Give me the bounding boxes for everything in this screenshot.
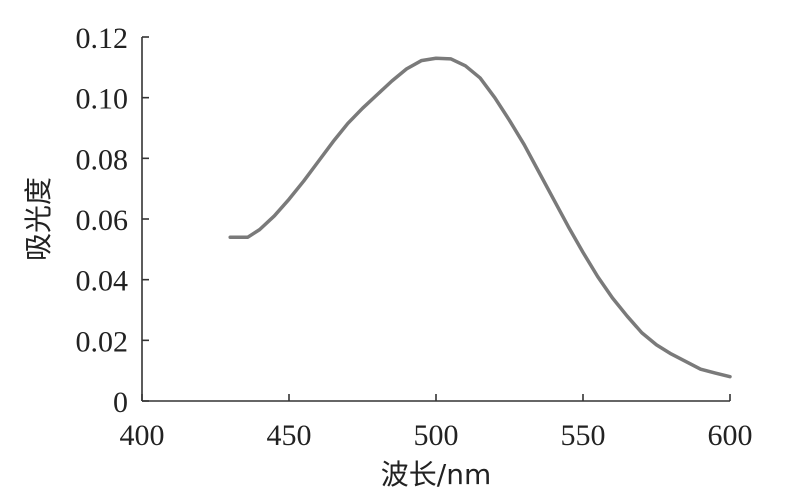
axes	[141, 37, 730, 402]
x-tick-label: 400	[120, 419, 165, 452]
y-tick-label: 0.12	[76, 22, 129, 55]
y-tick-label: 0.02	[76, 325, 129, 358]
y-ticks: 0 0.02 0.04 0.06 0.08 0.10 0.12	[76, 22, 149, 419]
series-layer	[228, 56, 732, 379]
y-tick-label: 0.04	[76, 265, 129, 298]
x-tick-label: 450	[267, 419, 312, 452]
x-tick-label: 550	[561, 419, 606, 452]
y-tick-label: 0.06	[76, 204, 129, 237]
y-tick-label: 0	[113, 386, 128, 419]
y-tick-label: 0.10	[76, 83, 129, 116]
x-axis-title: 波长/nm	[381, 458, 491, 491]
absorbance-curve	[228, 56, 732, 379]
y-axis-title: 吸光度	[22, 177, 55, 261]
x-tick-label: 600	[708, 419, 753, 452]
y-tick-label: 0.08	[76, 143, 129, 176]
x-ticks: 400 450 500 550 600	[120, 394, 753, 452]
x-tick-label: 500	[414, 419, 459, 452]
